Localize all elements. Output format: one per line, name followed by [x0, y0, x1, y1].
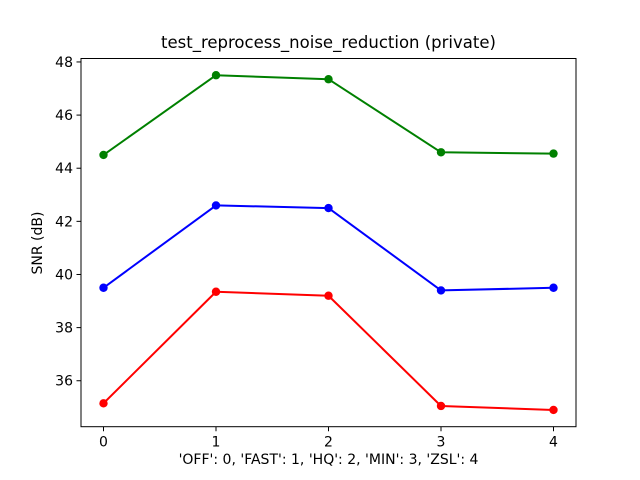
x-tick-label: 0 [99, 435, 108, 451]
data-point-marker-blue-series [211, 201, 221, 210]
data-point-marker-green-series [436, 148, 446, 157]
data-point-marker-red-series [324, 291, 333, 300]
data-point-marker-red-series [436, 401, 446, 411]
x-tick-label: 4 [549, 435, 558, 451]
data-point-marker-blue-series [324, 203, 333, 213]
x-axis-label: 'OFF': 0, 'FAST': 1, 'HQ': 2, 'MIN': 3, … [178, 452, 479, 468]
data-point-marker-red-series [99, 399, 108, 408]
y-tick-label: 46 [55, 108, 73, 124]
y-tick-label: 36 [55, 374, 73, 390]
chart-title: test_reprocess_noise_reduction (private) [161, 33, 496, 52]
data-point-marker-green-series [549, 149, 558, 158]
y-tick-label: 44 [55, 161, 73, 177]
y-tick-label: 40 [55, 267, 73, 283]
data-point-marker-blue-series [436, 286, 446, 295]
series-line-green-series [102, 74, 555, 156]
series-line-blue-series [102, 204, 555, 292]
x-tick-label: 2 [324, 435, 333, 451]
series-line-red-series [102, 290, 555, 411]
plot-frame [80, 58, 577, 428]
y-tick-label: 42 [55, 214, 73, 230]
y-tick-label: 38 [55, 321, 73, 337]
data-point-marker-green-series [99, 150, 108, 160]
data-point-marker-red-series [549, 405, 558, 415]
data-point-marker-blue-series [99, 283, 108, 292]
x-tick-label: 1 [212, 435, 221, 451]
x-tick-label: 3 [437, 435, 446, 451]
data-point-marker-green-series [211, 71, 221, 80]
y-tick-label: 48 [55, 55, 73, 71]
data-point-marker-red-series [211, 287, 221, 296]
data-point-marker-blue-series [549, 283, 558, 292]
data-point-marker-green-series [324, 75, 333, 84]
